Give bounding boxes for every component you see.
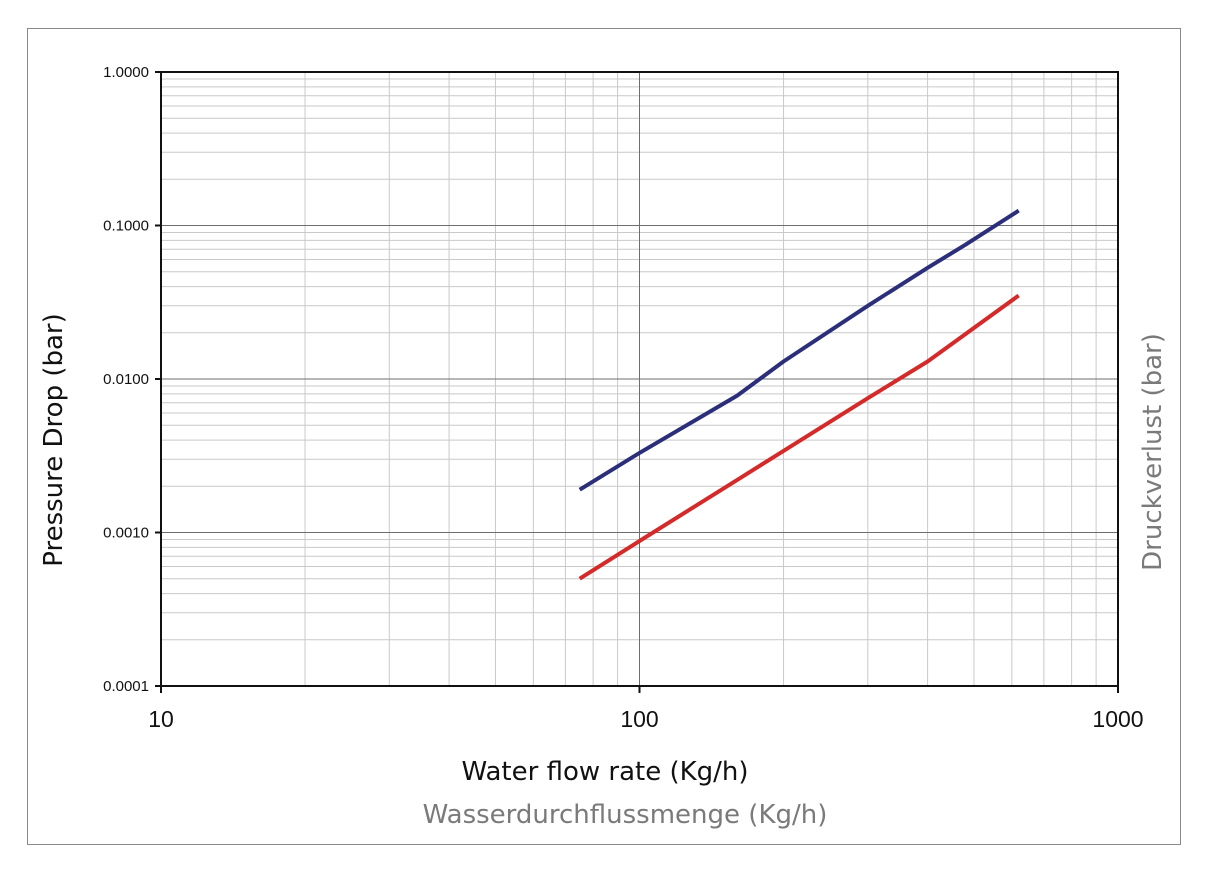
- y-tick-label: 0.0010: [103, 525, 149, 542]
- series-layer: [578, 208, 1020, 581]
- y-axis-label: Pressure Drop (bar): [39, 313, 69, 567]
- chart-frame: [27, 28, 1181, 845]
- x-tick-label: 100: [620, 706, 658, 732]
- x-axis-label-secondary: Wasserdurchflussmenge (Kg/h): [423, 800, 828, 830]
- series-line-1: [578, 208, 1020, 492]
- tick-layer: 0.0001 0.0010 0.0100 0.1000 1.0000 10 100 1000: [103, 64, 1143, 732]
- series-line-2: [578, 293, 1020, 581]
- y-tick-label: 0.0001: [103, 678, 149, 695]
- y-tick-label: 1.0000: [103, 64, 149, 81]
- x-axis-label: Water flow rate (Kg/h): [461, 757, 748, 787]
- grid-layer: [160, 71, 1119, 687]
- y-axis-label-secondary: Druckverlust (bar): [1138, 333, 1168, 571]
- y-tick-label: 0.0100: [103, 371, 149, 388]
- x-tick-label: 1000: [1092, 706, 1143, 732]
- y-tick-label: 0.1000: [103, 218, 149, 235]
- x-tick-label: 10: [148, 706, 174, 732]
